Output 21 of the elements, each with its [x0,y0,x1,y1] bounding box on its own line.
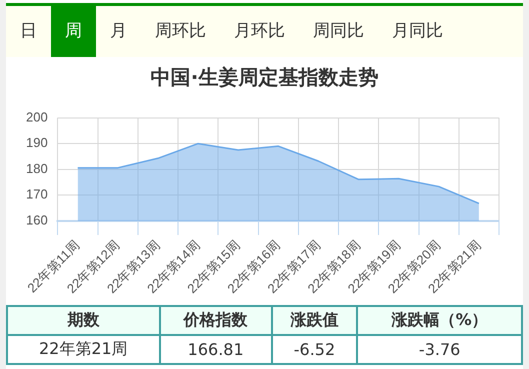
text: 月 [109,20,128,43]
text: 月同比 [391,20,444,43]
text: 价格指数 [160,306,272,335]
y-tick-label: 190 [26,135,48,150]
text: 166.81 [160,335,272,364]
text: 期数 [7,306,160,335]
text: 周环比 [154,20,207,43]
text: -3.76 [357,335,522,364]
chart-title: 中国·生姜周定基指数走势 [150,64,380,91]
text: 周同比 [312,20,365,43]
text: 周 [51,6,96,57]
text: 涨跌值 [272,306,358,335]
text: 日 [19,20,38,43]
text: 22年第21周 [7,335,160,364]
text: -6.52 [272,335,358,364]
text: 涨跌幅（%） [357,306,522,335]
text: 月环比 [233,20,286,43]
y-tick-label: 170 [26,186,48,202]
y-tick-label: 200 [26,109,48,124]
y-tick-label: 160 [26,212,48,228]
y-tick-label: 180 [26,160,48,176]
